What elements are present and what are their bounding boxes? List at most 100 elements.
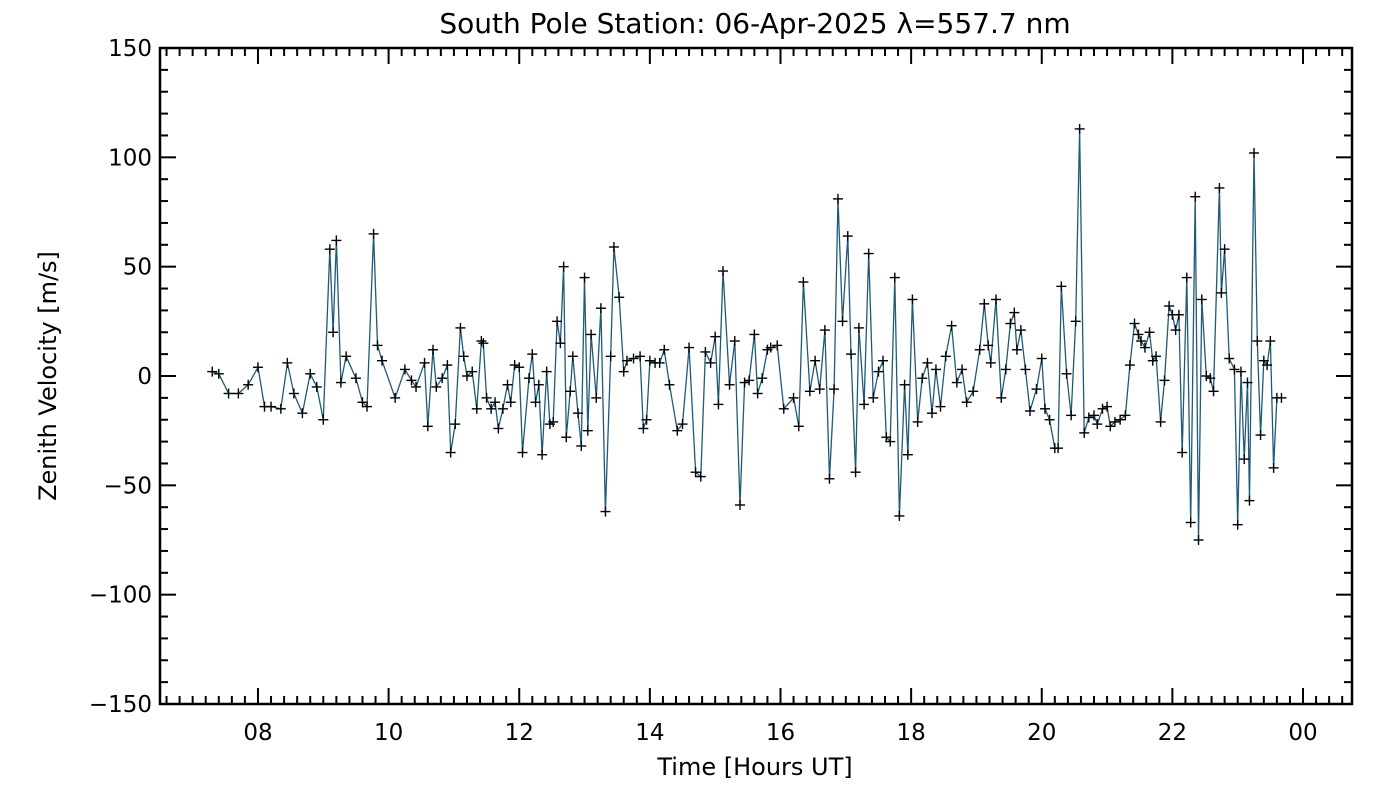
data-point-marker [1249,147,1260,158]
data-point-marker [1190,191,1201,202]
data-point-marker [974,344,985,355]
data-point-marker [1205,373,1216,384]
data-point-marker [672,425,683,436]
data-point-marker [1031,384,1042,395]
data-point-marker [713,399,724,410]
data-point-marker [749,329,760,340]
data-point-marker [548,416,559,427]
series-velocity [207,123,1287,545]
x-tick-label: 18 [896,720,925,746]
x-tick-label: 00 [1288,720,1317,746]
data-point-marker [899,379,910,390]
data-point-marker [533,379,544,390]
data-point-marker [1092,419,1103,430]
data-point-marker [894,510,905,521]
data-point-marker [1129,318,1140,329]
data-point-marker [979,298,990,309]
data-point-marker [922,357,933,368]
data-point-marker [1159,375,1170,386]
data-point-marker [517,447,528,458]
data-point-marker [275,403,286,414]
data-point-marker [957,364,968,375]
data-point-marker [1219,244,1230,255]
data-point-marker [605,351,616,362]
data-point-marker [608,241,619,252]
data-point-marker [1196,294,1207,305]
data-point-marker [1232,519,1243,530]
x-tick-label: 20 [1027,720,1056,746]
data-point-marker [1115,414,1126,425]
data-point-marker [788,392,799,403]
data-point-marker [305,368,316,379]
data-point-marker [1044,414,1055,425]
data-point-marker [341,351,352,362]
data-point-marker [961,397,972,408]
data-point-marker [467,366,478,377]
data-point-marker [868,392,879,403]
data-point-marker [824,473,835,484]
series-line [212,128,1282,541]
data-point-marker [497,403,508,414]
data-point-marker [1105,421,1116,432]
data-point-marker [1070,316,1081,327]
data-point-marker [595,303,606,314]
data-point-marker [565,386,576,397]
y-tick-label: −150 [89,692,152,718]
data-point-marker [461,371,472,381]
data-point-marker [1144,327,1155,338]
data-point-marker [1265,336,1276,347]
data-point-marker [677,419,688,430]
data-point-marker [912,416,923,427]
y-tick-label: −50 [103,473,152,499]
data-point-marker [567,351,578,362]
data-point-marker [1109,416,1120,427]
data-point-marker [357,397,368,408]
data-point-marker [552,316,563,327]
data-point-marker [399,364,410,375]
data-point-marker [635,351,646,362]
data-point-marker [509,360,520,371]
data-point-marker [243,379,254,390]
data-point-marker [481,392,492,403]
y-tick-label: 150 [108,36,152,62]
data-point-marker [614,292,625,303]
data-point-marker [362,401,373,412]
data-point-marker [1242,377,1253,388]
data-point-marker [819,325,830,336]
data-point-marker [859,399,870,410]
data-point-marker [1193,535,1204,545]
data-point-marker [622,355,633,366]
data-point-marker [798,276,809,287]
data-point-marker [318,414,329,425]
data-point-marker [700,346,711,357]
data-point-marker [1089,410,1100,421]
data-point-marker [930,364,941,375]
data-point-marker [710,331,721,342]
data-point-marker [328,327,339,338]
data-point-marker [527,349,538,360]
data-point-marker [411,381,422,392]
data-point-marker [372,340,383,351]
data-point-marker [1185,517,1196,528]
data-point-marker [1005,318,1016,329]
data-point-marker [537,449,548,460]
data-point-marker [450,419,461,430]
data-point-marker [558,261,569,272]
data-point-marker [778,403,789,414]
data-point-marker [664,379,675,390]
data-point-marker [471,403,482,414]
data-point-marker [213,368,224,379]
data-point-marker [935,401,946,412]
data-point-marker [478,338,489,349]
data-point-marker [600,506,611,517]
data-point-marker [1040,403,1051,414]
data-point-marker [654,357,665,368]
data-point-marker [842,231,853,242]
data-point-marker [810,355,821,366]
data-point-marker [1024,405,1035,416]
data-point-marker [1224,353,1235,364]
data-point-marker [1097,403,1108,414]
data-point-marker [705,357,716,368]
data-point-marker [951,377,962,388]
data-point-marker [902,449,913,460]
